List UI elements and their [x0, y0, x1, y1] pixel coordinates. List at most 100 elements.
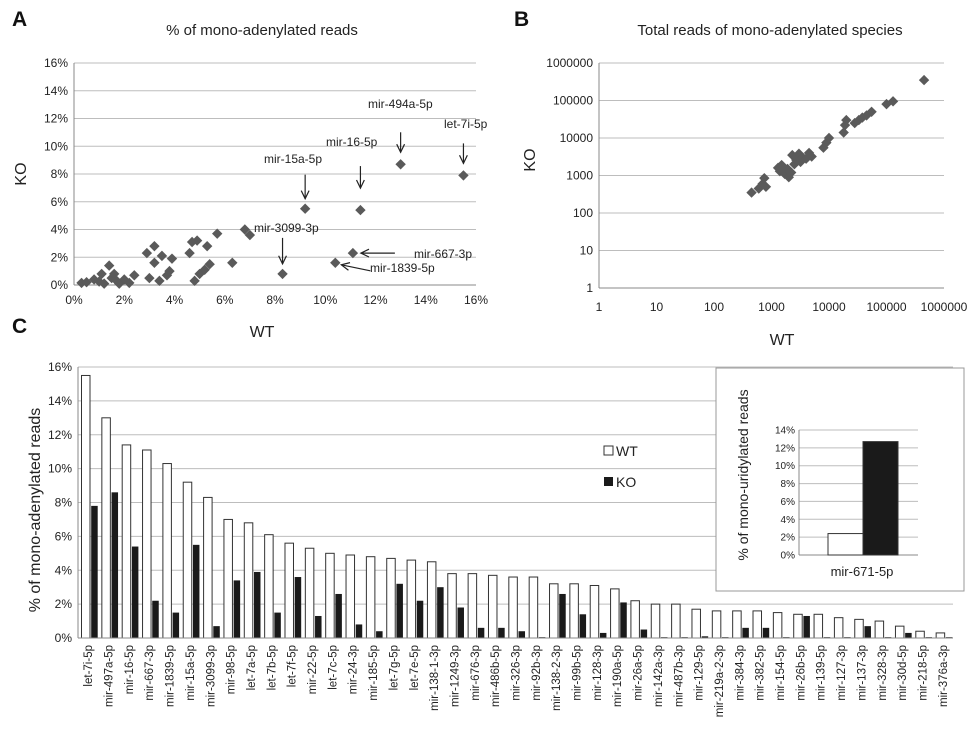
category-label: mir-142a-3p [653, 645, 665, 707]
category-label: let-7a-5p [246, 645, 258, 690]
inset-frame [715, 367, 965, 592]
bar-wt [203, 496, 213, 639]
data-point [746, 187, 757, 198]
bar-ko [355, 624, 363, 638]
data-point [853, 114, 865, 126]
data-point [355, 204, 366, 216]
category-label: mir-486b-5p [490, 645, 502, 707]
bar-wt [304, 547, 315, 639]
category-label: mir-92b-3p [531, 645, 543, 701]
arrow-head [278, 255, 287, 266]
bar-wt [874, 620, 885, 639]
data-point [841, 114, 852, 126]
bar-wt [467, 573, 478, 639]
category-label: let-7i-5p [83, 645, 95, 687]
panel-letter-a: A [12, 8, 27, 31]
bar-wt [101, 417, 111, 639]
point-annotation: mir-1839-5p [370, 261, 435, 275]
legend-swatch-wt [603, 445, 614, 456]
y-tick-label: 2% [51, 250, 69, 264]
category-label: mir-99b-5p [572, 645, 584, 701]
data-point [791, 154, 802, 166]
bar-ko [559, 593, 566, 638]
data-point [857, 112, 868, 123]
x-tick-label: 100000 [866, 300, 906, 314]
category-label: let-7f-5p [287, 645, 299, 687]
data-point [347, 247, 359, 259]
data-point [201, 240, 213, 252]
category-label: mir-667-3p [144, 645, 156, 701]
data-point [103, 260, 115, 271]
bar-wt [182, 481, 193, 639]
y-tick-label: 12% [775, 443, 795, 454]
data-point [141, 247, 153, 259]
annotation-arrow [458, 143, 468, 165]
y-tick-label: 4% [781, 515, 796, 526]
y-tick-label: 6% [51, 195, 69, 209]
bar-wt [732, 610, 742, 639]
point-annotation: mir-667-3p [414, 247, 472, 261]
bar-ko [192, 544, 200, 638]
bar-wt [264, 534, 274, 639]
y-tick-label: 10000 [560, 131, 594, 145]
data-point [277, 268, 288, 280]
bar-wt [549, 583, 559, 639]
point-annotation: let-7i-5p [444, 117, 488, 131]
category-label: mir-24-3p [348, 645, 360, 694]
x-tick-label: 1000 [758, 300, 785, 314]
bar-wt [447, 573, 457, 639]
bar-wt [426, 561, 437, 639]
y-tick-label: 10% [44, 139, 68, 153]
bar-wt [610, 588, 620, 639]
category-label: mir-3099-3p [205, 645, 217, 707]
bar-ko [172, 612, 180, 638]
bar-ko [396, 583, 403, 638]
bar-ko [253, 571, 261, 638]
data-point [124, 277, 135, 289]
bar-wt [935, 632, 946, 639]
category-label: mir-326-3p [511, 645, 523, 701]
category-label: mir-185-5p [368, 645, 380, 701]
annotation-arrow [278, 237, 287, 266]
data-point [76, 277, 87, 289]
category-label: let-7b-5p [266, 645, 278, 690]
bar-ko [742, 627, 749, 638]
bar-wt [81, 374, 91, 639]
bar-wt [406, 559, 417, 639]
data-point [149, 257, 160, 268]
bar-wt [691, 608, 701, 639]
data-point [189, 275, 200, 287]
bar-ko [905, 632, 912, 638]
data-point [199, 264, 210, 275]
data-point [887, 96, 899, 107]
category-label: mir-328-3p [877, 645, 889, 701]
category-label: mir-676-3p [470, 645, 482, 701]
bar-wt [243, 522, 254, 639]
data-point [918, 74, 930, 86]
bar-ko [416, 600, 424, 638]
inset-category-label: mir-671-5p [831, 564, 894, 579]
category-label: mir-218-5p [917, 645, 929, 701]
data-point [156, 250, 168, 262]
bar-ko [762, 627, 770, 638]
data-point [98, 278, 110, 289]
data-point [793, 148, 805, 159]
data-point [760, 181, 772, 192]
panel-c-bar-chart: 0% 2% 4% 6% 8% 10% 12% 14% 16% % of mono-adenylat… [27, 360, 953, 717]
category-label: let-7g-5p [388, 645, 400, 690]
bar-wt [630, 600, 640, 639]
data-point [803, 147, 815, 159]
annotation-arrow [339, 262, 371, 272]
legend-label-ko: KO [616, 474, 636, 490]
annotation-arrow [300, 174, 310, 201]
data-point [239, 224, 251, 235]
y-tick-label: 12% [44, 112, 68, 126]
data-point [299, 203, 311, 214]
data-point [458, 170, 469, 181]
data-point [783, 172, 795, 183]
y-tick-label: 16% [44, 56, 68, 70]
category-label: mir-382-5p [755, 645, 767, 701]
x-tick-label: 14% [414, 293, 438, 307]
arrow-shaft [341, 264, 371, 272]
